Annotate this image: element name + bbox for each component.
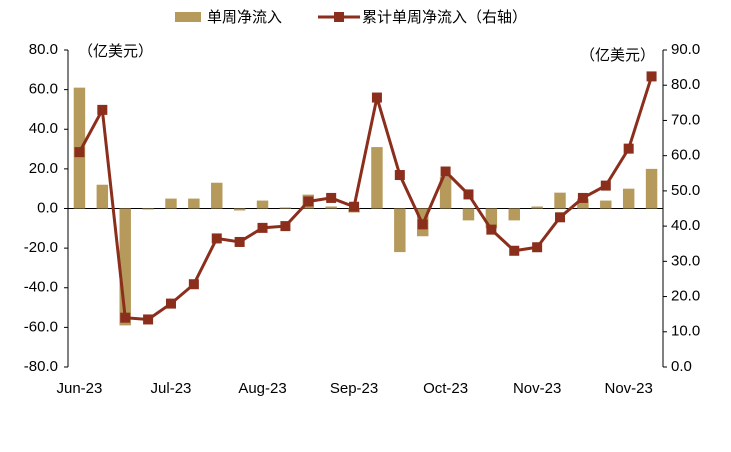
marker bbox=[97, 104, 108, 115]
marker bbox=[74, 147, 85, 158]
marker bbox=[211, 233, 222, 244]
marker bbox=[623, 143, 634, 154]
marker bbox=[280, 221, 291, 232]
x-tick-label: Nov-23 bbox=[513, 380, 561, 397]
y-tick-label: 60.0 bbox=[29, 81, 58, 98]
y2-tick-label: 30.0 bbox=[671, 252, 700, 269]
bar bbox=[371, 147, 383, 209]
bar bbox=[119, 208, 131, 326]
y2-tick-label: 80.0 bbox=[671, 76, 700, 93]
bar bbox=[600, 200, 612, 209]
marker bbox=[394, 170, 405, 181]
bar bbox=[485, 208, 498, 229]
marker bbox=[257, 222, 268, 233]
bar bbox=[462, 208, 475, 221]
y-tick-label: -40.0 bbox=[24, 279, 58, 296]
x-tick-label: Jul-23 bbox=[151, 380, 192, 397]
y-tick-label: -60.0 bbox=[24, 318, 58, 335]
bar bbox=[165, 198, 177, 209]
bar bbox=[188, 198, 200, 209]
marker bbox=[463, 189, 474, 200]
bar bbox=[325, 206, 337, 209]
bar bbox=[554, 192, 566, 209]
y-tick-label: -20.0 bbox=[24, 239, 58, 256]
marker bbox=[120, 312, 131, 323]
bar bbox=[279, 207, 292, 209]
legend-label: 累计单周净流入（右轴） bbox=[362, 9, 527, 26]
x-tick-label: Sep-23 bbox=[330, 380, 378, 397]
marker bbox=[417, 219, 428, 230]
right-unit: （亿美元） bbox=[580, 47, 655, 64]
marker bbox=[532, 242, 543, 253]
bar bbox=[394, 208, 406, 253]
y-tick-label: 20.0 bbox=[29, 160, 58, 177]
marker bbox=[188, 279, 199, 290]
bar bbox=[508, 208, 520, 221]
y-tick-label: -80.0 bbox=[24, 358, 58, 375]
x-tick-label: Jun-23 bbox=[57, 380, 103, 397]
bar bbox=[531, 206, 543, 209]
marker bbox=[371, 92, 382, 103]
bar bbox=[622, 188, 635, 209]
bar bbox=[233, 208, 246, 211]
y2-tick-label: 10.0 bbox=[671, 323, 700, 340]
y2-tick-label: 20.0 bbox=[671, 288, 700, 305]
marker bbox=[555, 212, 566, 223]
y2-tick-label: 40.0 bbox=[671, 217, 700, 234]
y2-tick-label: 50.0 bbox=[671, 182, 700, 199]
x-tick-label: Aug-23 bbox=[238, 380, 286, 397]
marker bbox=[349, 201, 360, 212]
bar bbox=[577, 198, 589, 209]
legend-swatch bbox=[334, 12, 345, 22]
marker bbox=[577, 192, 588, 203]
x-tick-label: Oct-23 bbox=[423, 380, 468, 397]
bar bbox=[439, 176, 452, 209]
bar bbox=[142, 208, 154, 210]
bar bbox=[256, 200, 269, 209]
y2-tick-label: 90.0 bbox=[671, 41, 700, 58]
marker bbox=[165, 298, 176, 309]
y-tick-label: 40.0 bbox=[29, 120, 58, 137]
bar bbox=[96, 184, 109, 209]
y-tick-label: 80.0 bbox=[29, 41, 58, 58]
left-unit: （亿美元） bbox=[78, 43, 153, 60]
y-tick-label: 0.0 bbox=[37, 199, 58, 216]
marker bbox=[509, 245, 520, 256]
marker bbox=[326, 192, 337, 203]
bar bbox=[645, 168, 658, 209]
marker bbox=[646, 71, 657, 82]
y2-tick-label: 60.0 bbox=[671, 147, 700, 164]
legend-label: 单周净流入 bbox=[207, 9, 282, 26]
marker bbox=[440, 166, 451, 177]
marker bbox=[600, 180, 611, 191]
marker bbox=[143, 314, 154, 325]
marker bbox=[234, 236, 245, 247]
y2-tick-label: 70.0 bbox=[671, 111, 700, 128]
x-tick-label: Nov-23 bbox=[604, 380, 652, 397]
y2-tick-label: 0.0 bbox=[671, 358, 692, 375]
marker bbox=[303, 196, 314, 207]
marker bbox=[486, 224, 497, 235]
bar bbox=[211, 182, 223, 209]
legend-swatch bbox=[175, 12, 201, 22]
